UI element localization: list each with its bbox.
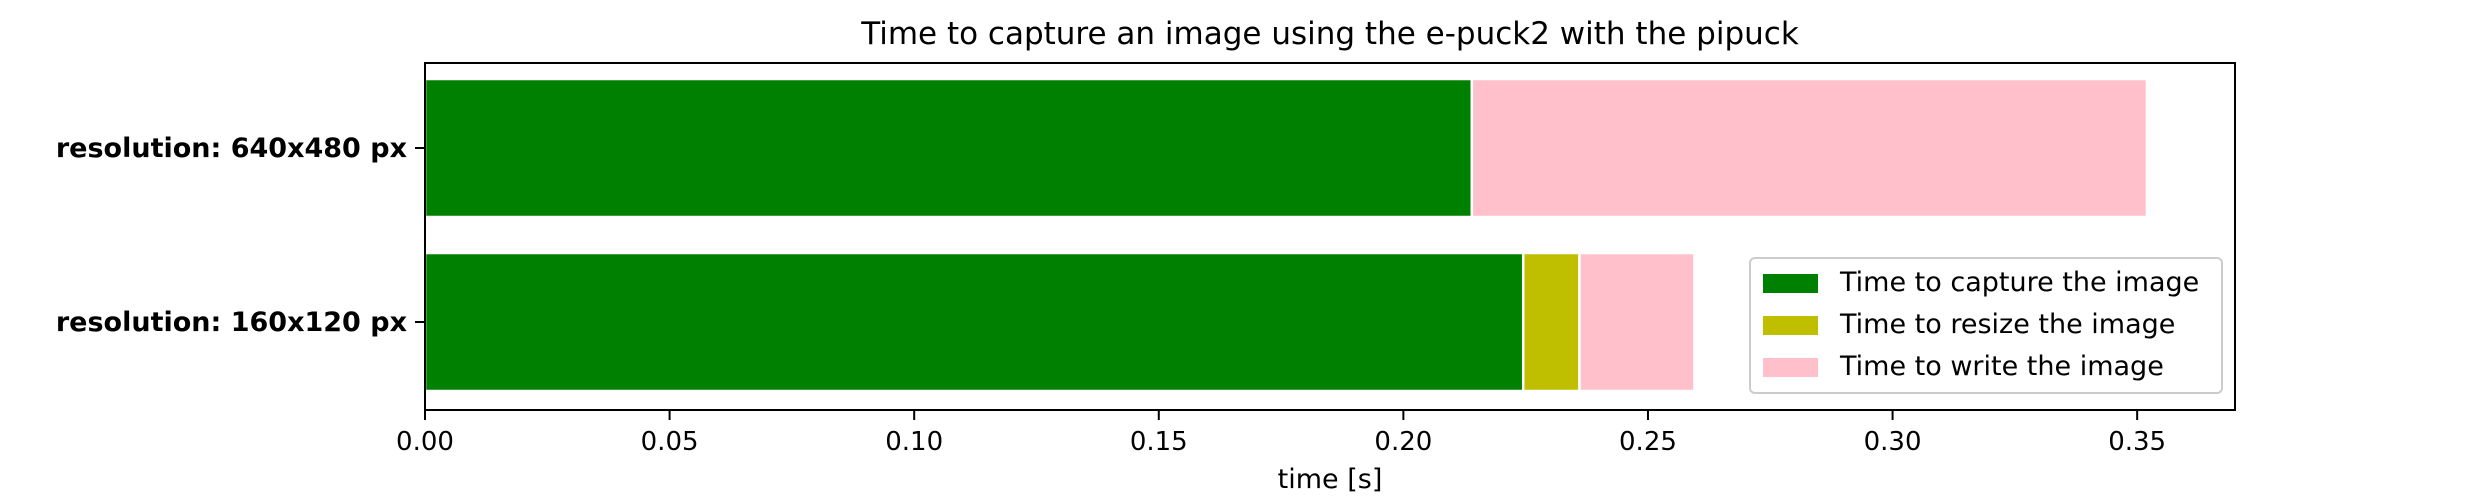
- bar-1-segment-3: [1470, 77, 2149, 219]
- legend-swatch: [1763, 316, 1818, 335]
- x-tick-label: 0.10: [885, 427, 943, 457]
- x-tick-label: 0.05: [641, 427, 699, 457]
- x-axis: 0.00 0.05 0.10 0.15 0.20 0.25 0.30 0.35: [396, 410, 2166, 457]
- x-tick-label: 0.20: [1374, 427, 1432, 457]
- chart-title: Time to capture an image using the e-puc…: [860, 16, 1799, 52]
- y-tick-label: resolution: 640x480 px: [56, 133, 407, 164]
- x-tick-label: 0.00: [396, 427, 454, 457]
- x-tick-label: 0.25: [1619, 427, 1677, 457]
- legend-swatch: [1763, 274, 1818, 293]
- legend-label: Time to resize the image: [1839, 309, 2175, 340]
- y-tick-label: resolution: 160x120 px: [56, 307, 407, 338]
- bar-1-segment-1: [423, 77, 1474, 219]
- x-tick-label: 0.15: [1130, 427, 1188, 457]
- bars-group: [423, 77, 2149, 393]
- legend-label: Time to capture the image: [1839, 267, 2199, 298]
- bar-2-segment-2: [1521, 251, 1581, 393]
- legend-swatch: [1763, 358, 1818, 377]
- y-axis: resolution: 640x480 px resolution: 160x12…: [56, 133, 425, 338]
- legend-box: [1749, 257, 2223, 394]
- x-tick-label: 0.30: [1864, 427, 1922, 457]
- legend-label: Time to write the image: [1839, 351, 2164, 382]
- bar-2-segment-3: [1578, 251, 1696, 393]
- x-tick-label: 0.35: [2108, 427, 2166, 457]
- bar-2-segment-1: [423, 251, 1525, 393]
- plot-frame: [424, 62, 2236, 411]
- legend: Time to capture the image Time to resize …: [1749, 257, 2223, 394]
- x-axis-label: time [s]: [1278, 464, 1383, 495]
